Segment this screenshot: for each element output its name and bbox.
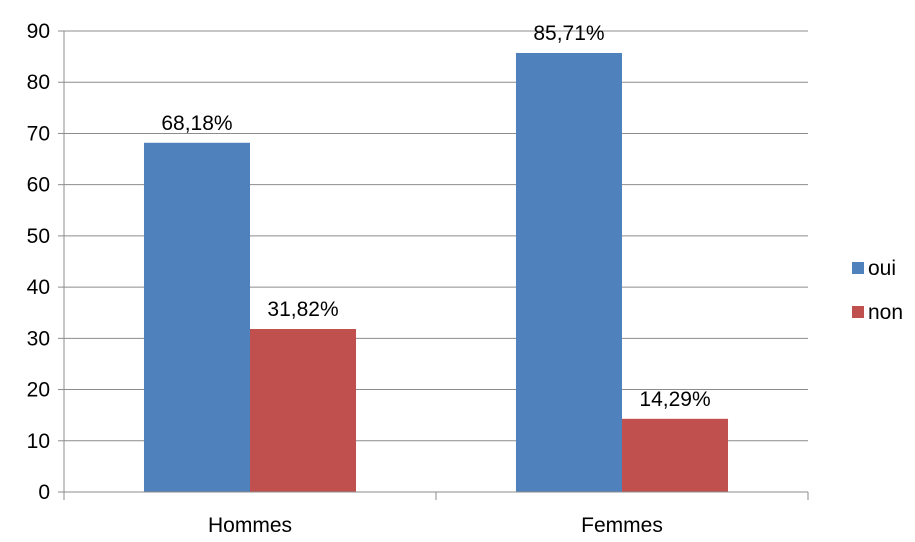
bars [143, 52, 729, 492]
bar-oui-femmes [515, 52, 622, 492]
legend-swatch-non [852, 306, 864, 318]
data-labels: 68,18% 31,82% 85,71% 14,29% [161, 22, 710, 411]
bar-oui-hommes [143, 142, 250, 492]
y-tick-label: 20 [27, 379, 50, 402]
y-tick-label: 50 [27, 225, 50, 248]
y-tick-label: 0 [38, 481, 50, 504]
y-tick-label: 30 [27, 327, 50, 350]
y-tick-label: 40 [27, 276, 50, 299]
y-tick-label: 80 [27, 71, 50, 94]
data-label-non-femmes: 14,29% [639, 388, 710, 411]
data-label-non-hommes: 31,82% [267, 298, 338, 321]
x-tick-label-hommes: Hommes [208, 514, 292, 537]
y-tick-label: 70 [27, 122, 50, 145]
y-tick-label: 60 [27, 174, 50, 197]
legend-swatch-oui [852, 262, 864, 274]
data-label-oui-femmes: 85,71% [533, 22, 604, 45]
data-label-oui-hommes: 68,18% [161, 112, 232, 135]
x-axis-tick-labels: Hommes Femmes [208, 514, 663, 537]
bar-non-femmes [622, 418, 729, 492]
y-axis-tick-labels: 0 10 20 30 40 50 60 70 80 90 [27, 20, 50, 504]
y-tick-label: 10 [27, 430, 50, 453]
legend-label-oui: oui [868, 257, 896, 280]
legend-label-non: non [868, 301, 903, 324]
y-tick-label: 90 [27, 20, 50, 43]
bar-non-hommes [250, 329, 357, 492]
axes [58, 30, 809, 500]
legend: oui non [852, 257, 903, 324]
x-tick-label-femmes: Femmes [581, 514, 663, 537]
